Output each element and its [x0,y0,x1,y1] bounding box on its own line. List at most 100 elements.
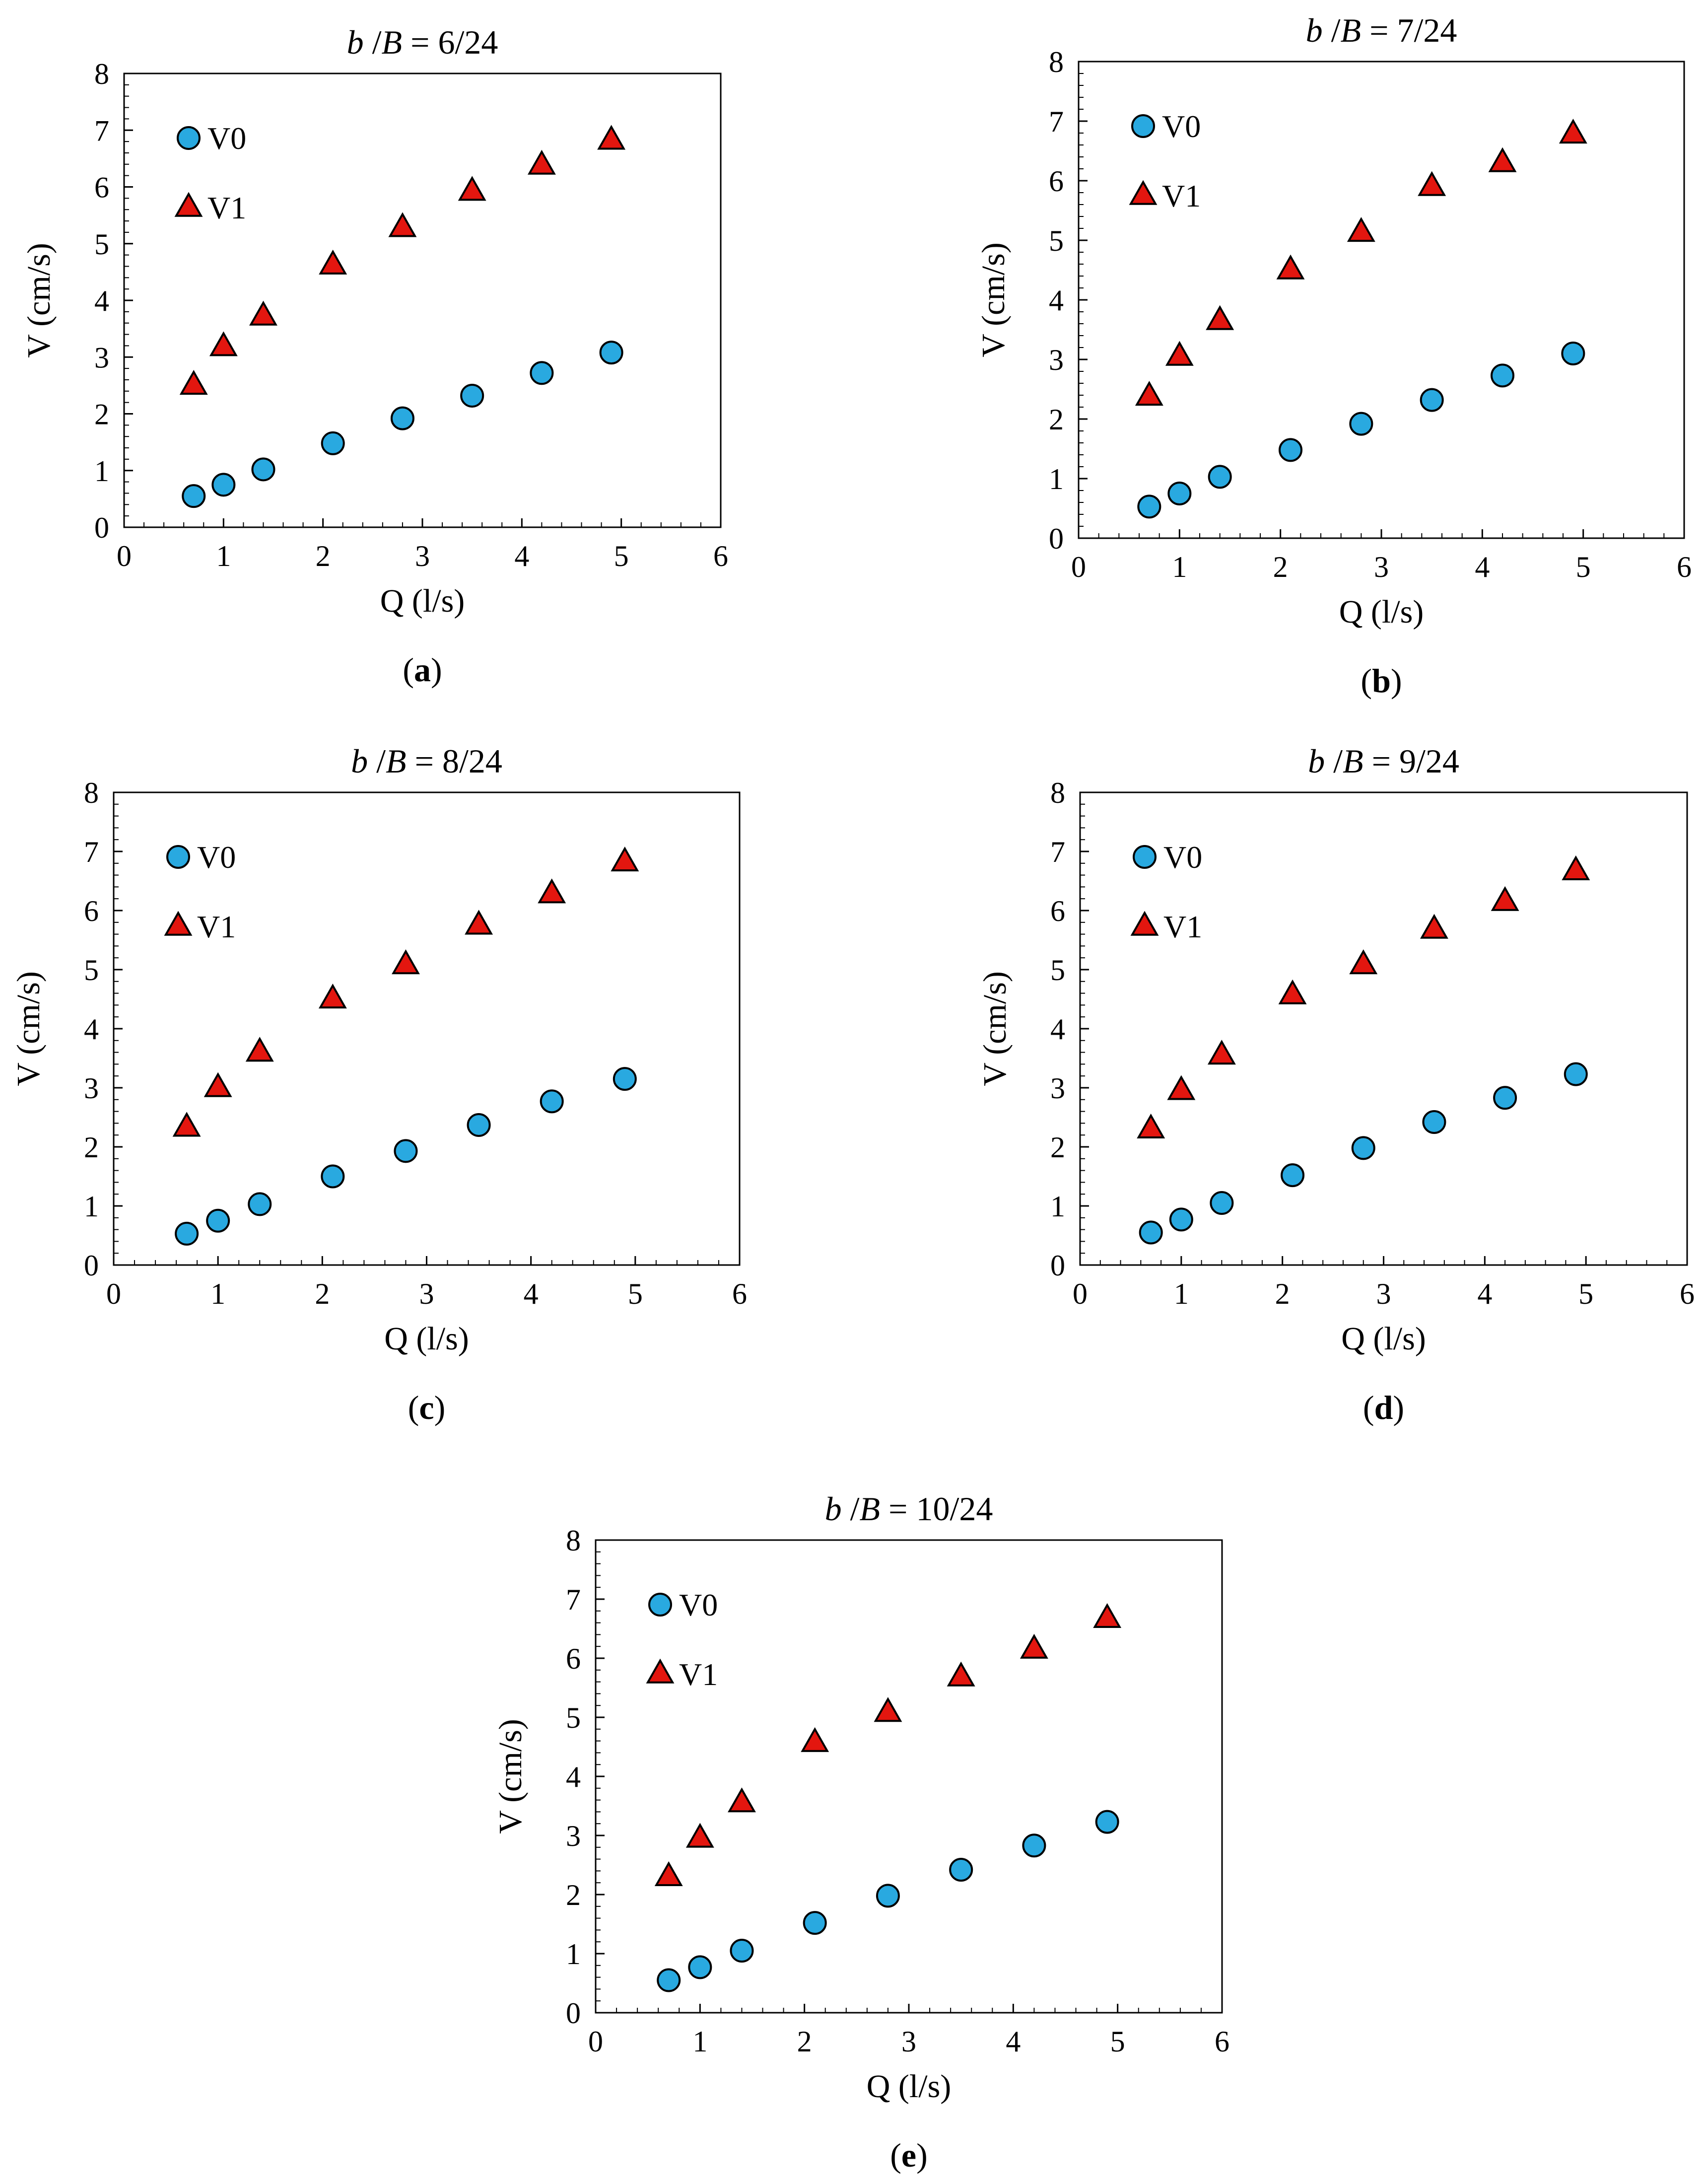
y-tick-label: 8 [84,776,99,809]
data-point-v0 [688,1955,712,1979]
x-tick-label: 3 [1376,1277,1391,1310]
data-point-v0 [657,1968,681,1992]
y-tick-label: 7 [94,114,109,147]
y-tick-label: 0 [566,1997,581,2030]
title-var-B: B [1341,11,1362,49]
data-point-v0 [949,1858,973,1882]
y-tick-label: 5 [1050,954,1065,986]
y-tick-label: 8 [94,58,109,90]
panel-title: b /B = 6/24 [347,23,498,61]
legend-label-v1: V1 [1163,909,1202,944]
x-tick-label: 5 [1110,2025,1125,2058]
data-point-v1 [874,1697,902,1722]
title-var-B: B [386,742,407,780]
y-axis-label: V (cm/s) [492,1719,529,1834]
y-tick-label: 4 [566,1761,581,1793]
data-point-v1 [728,1787,756,1813]
x-tick-label: 6 [713,540,728,572]
x-tick-label: 4 [1475,551,1490,583]
data-point-v0 [1491,363,1514,388]
legend-label-v1: V1 [679,1657,718,1692]
panel-tag-close: ) [431,651,442,689]
y-tick-label: 6 [1050,895,1065,927]
panel-tag-open: ( [1361,662,1372,700]
data-point-v0 [175,1221,199,1246]
data-point-v1 [654,1861,683,1887]
panel-tag: (d) [1363,1389,1404,1426]
data-point-v0 [467,1113,491,1137]
data-point-v1 [1347,217,1375,242]
data-point-v1 [1278,979,1307,1004]
legend-marker-v1 [174,192,203,217]
panel-tag-close: ) [916,2136,928,2174]
x-tick-label: 2 [1275,1277,1290,1310]
legend-marker-v1 [164,911,193,936]
x-tick-label: 5 [1578,1277,1593,1310]
y-tick-label: 8 [1049,46,1064,78]
series-v0 [657,1810,1119,1992]
legend-label-v1: V1 [1162,178,1201,213]
panel-tag-letter: a [414,651,431,689]
y-tick-label: 0 [84,1249,99,1282]
title-var-b: b [347,23,364,61]
legend-label-v1: V1 [197,909,236,944]
panel-tag-close: ) [1393,1389,1404,1426]
y-tick-label: 8 [566,1524,581,1557]
y-tick-label: 2 [84,1131,99,1164]
y-tick-label: 3 [94,341,109,374]
data-point-v0 [730,1939,754,1963]
data-point-v1 [388,212,417,237]
data-point-v1 [1559,119,1587,144]
legend-marker-v0 [166,845,190,869]
data-point-v1 [611,846,639,872]
x-axis-label: Q (l/s) [867,2068,951,2105]
data-point-v0 [206,1208,230,1233]
data-point-v1 [1207,1040,1236,1065]
data-point-v0 [613,1067,637,1091]
x-tick-label: 6 [1680,1277,1695,1310]
data-point-v1 [1093,1603,1122,1628]
x-tick-label: 1 [1174,1277,1189,1310]
data-point-v0 [876,1884,900,1908]
panel-title: b /B = 7/24 [1306,11,1457,49]
panel-a: b /B = 6/24 0 1 2 3 4 5 6 7 8 0 1 2 3 4 5 6 Q (l/s) V (cm/… [21,23,728,689]
y-axis-label: V (cm/s) [21,243,57,358]
legend: V0 V1 [174,121,246,225]
x-tick-label: 3 [415,540,430,572]
x-tick-label: 4 [524,1277,539,1310]
panel-tag-letter: c [419,1389,434,1426]
y-tick-label: 3 [84,1072,99,1105]
series-v1 [172,846,639,1137]
y-tick-label: 3 [1050,1072,1065,1105]
y-tick-label: 1 [84,1190,99,1223]
x-tick-label: 1 [216,540,231,572]
data-point-v0 [1420,388,1444,412]
y-axis-label: V (cm/s) [975,242,1012,357]
data-point-v0 [321,1164,345,1189]
x-tick-label: 0 [1073,1277,1088,1310]
x-tick-label: 2 [797,2025,812,2058]
x-tick-label: 4 [1006,2025,1021,2058]
x-tick-label: 5 [628,1277,643,1310]
panel-tag-letter: d [1374,1389,1393,1426]
x-tick-label: 0 [1071,551,1086,583]
data-point-v1 [204,1072,232,1097]
x-tick-label: 5 [1576,551,1591,583]
y-tick-label: 5 [84,954,99,986]
panel-title: b /B = 8/24 [351,742,502,780]
data-point-v1 [1488,147,1517,172]
data-point-v1 [1020,1633,1048,1659]
panel-tag-open: ( [890,2136,901,2174]
y-tick-label: 1 [1050,1190,1065,1223]
legend-label-v0: V0 [207,121,246,156]
data-point-v0 [1208,465,1232,489]
x-tick-label: 6 [732,1277,747,1310]
y-tick-label: 5 [566,1701,581,1734]
y-tick-label: 7 [84,836,99,868]
y-tick-label: 6 [94,171,109,204]
panel-tag-letter: b [1372,662,1391,700]
series-v0 [1139,1062,1588,1245]
data-point-v1 [801,1727,829,1752]
y-tick-label: 2 [1049,403,1064,436]
data-point-v0 [1095,1810,1119,1834]
